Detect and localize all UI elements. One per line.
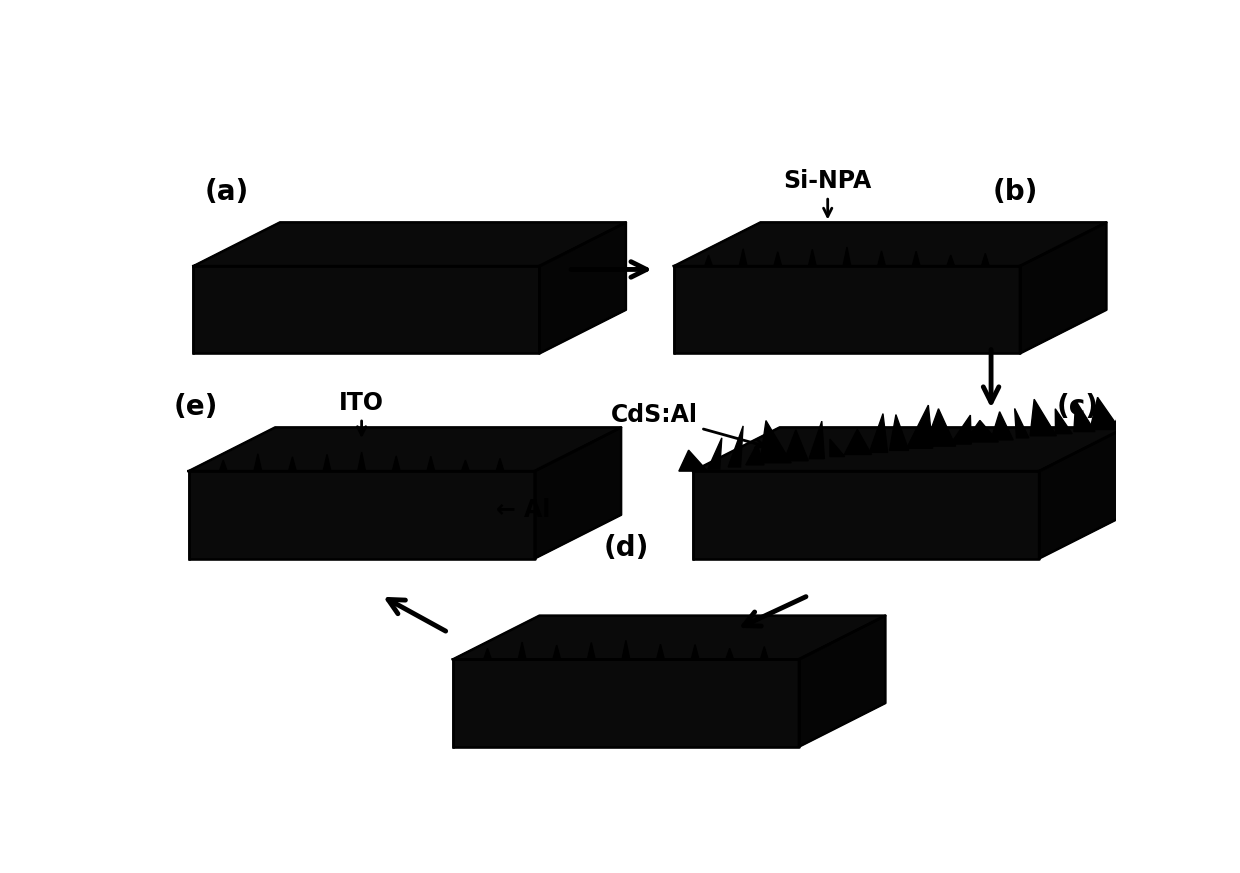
Polygon shape	[1074, 401, 1095, 431]
Polygon shape	[1090, 397, 1120, 430]
Polygon shape	[254, 454, 262, 471]
Polygon shape	[193, 266, 539, 354]
Text: (a): (a)	[205, 178, 249, 206]
Polygon shape	[188, 471, 534, 559]
Polygon shape	[774, 251, 781, 266]
Polygon shape	[704, 255, 713, 266]
Polygon shape	[784, 430, 808, 461]
Text: (d): (d)	[603, 534, 649, 562]
Polygon shape	[843, 247, 851, 266]
Polygon shape	[799, 615, 885, 746]
Polygon shape	[539, 223, 626, 354]
Polygon shape	[760, 647, 768, 659]
Polygon shape	[725, 649, 734, 659]
Polygon shape	[453, 615, 885, 659]
Polygon shape	[869, 414, 888, 452]
Polygon shape	[1112, 403, 1138, 428]
Text: Si-NPA: Si-NPA	[784, 169, 872, 217]
Polygon shape	[1039, 428, 1126, 559]
Text: ITO: ITO	[339, 391, 384, 435]
Polygon shape	[193, 223, 626, 266]
Polygon shape	[675, 266, 1019, 354]
Polygon shape	[1055, 409, 1073, 434]
Polygon shape	[289, 457, 296, 471]
Polygon shape	[453, 659, 799, 746]
Polygon shape	[708, 438, 722, 469]
Polygon shape	[693, 428, 1126, 471]
Text: (b): (b)	[992, 178, 1038, 206]
Text: (e): (e)	[174, 393, 217, 422]
Polygon shape	[496, 458, 503, 471]
Polygon shape	[844, 430, 872, 455]
Polygon shape	[913, 251, 920, 266]
Polygon shape	[678, 450, 708, 471]
Polygon shape	[991, 412, 1013, 440]
Polygon shape	[461, 460, 469, 471]
Polygon shape	[219, 460, 227, 471]
Polygon shape	[889, 415, 909, 450]
Text: ← Al: ← Al	[496, 498, 551, 522]
Polygon shape	[534, 428, 621, 559]
Polygon shape	[622, 640, 630, 659]
Polygon shape	[1014, 409, 1029, 438]
Polygon shape	[1030, 399, 1056, 436]
Polygon shape	[588, 643, 595, 659]
Polygon shape	[982, 253, 990, 266]
Polygon shape	[906, 405, 932, 448]
Polygon shape	[427, 457, 435, 471]
Polygon shape	[324, 454, 331, 471]
Polygon shape	[808, 250, 816, 266]
Polygon shape	[760, 421, 791, 463]
Polygon shape	[728, 426, 743, 467]
Polygon shape	[951, 416, 971, 444]
Polygon shape	[188, 428, 621, 471]
Text: (c): (c)	[1056, 393, 1099, 422]
Polygon shape	[878, 251, 885, 266]
Polygon shape	[808, 421, 825, 458]
Polygon shape	[693, 471, 1039, 559]
Polygon shape	[392, 456, 401, 471]
Polygon shape	[739, 249, 746, 266]
Polygon shape	[746, 444, 764, 464]
Polygon shape	[657, 644, 665, 659]
Polygon shape	[518, 642, 526, 659]
Polygon shape	[675, 223, 1106, 266]
Polygon shape	[691, 644, 699, 659]
Polygon shape	[925, 409, 956, 446]
Polygon shape	[1019, 223, 1106, 354]
Polygon shape	[965, 421, 998, 442]
Polygon shape	[947, 255, 955, 266]
Text: CdS:Al: CdS:Al	[611, 403, 764, 448]
Polygon shape	[484, 649, 491, 659]
Polygon shape	[358, 452, 366, 471]
Polygon shape	[553, 645, 560, 659]
Polygon shape	[830, 439, 844, 457]
